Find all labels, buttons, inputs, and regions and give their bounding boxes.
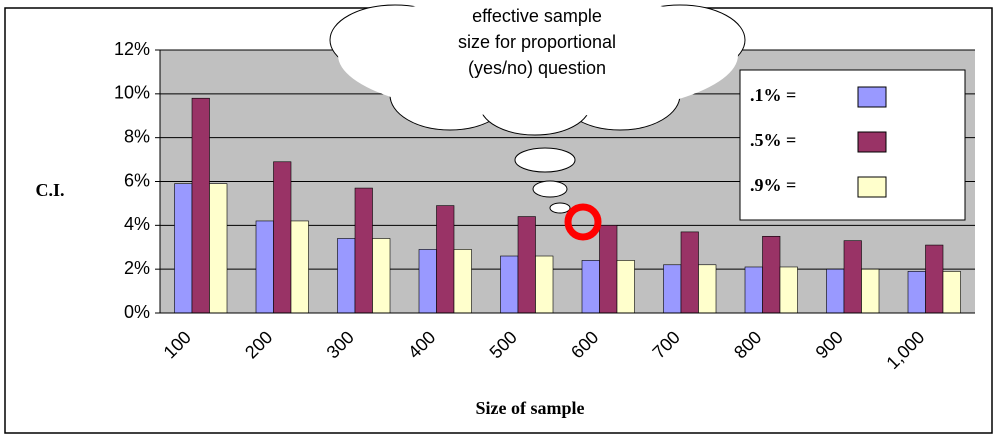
bar (745, 267, 763, 313)
chart: C.I. Size of sample effective samplesize… (0, 0, 998, 439)
y-axis-label: C.I. (35, 180, 64, 200)
bar (681, 232, 699, 313)
bar (827, 269, 845, 313)
bar (291, 221, 309, 313)
bar (943, 271, 961, 313)
x-axis-label: Size of sample (476, 398, 585, 418)
legend-swatch (858, 177, 886, 197)
y-tick-label: 6% (124, 170, 150, 190)
y-tick-label: 10% (114, 83, 150, 103)
bar (664, 265, 682, 313)
bar (274, 162, 292, 313)
y-tick-label: 2% (124, 258, 150, 278)
bar (699, 265, 717, 313)
bar (582, 260, 600, 313)
y-tick-label: 12% (114, 39, 150, 59)
bar (600, 225, 618, 313)
legend-label: .9% = (750, 175, 796, 195)
y-tick-label: 8% (124, 126, 150, 146)
bar (536, 256, 554, 313)
y-tick-label: 0% (124, 302, 150, 322)
legend-swatch (858, 87, 886, 107)
bar (844, 241, 862, 313)
bar (908, 271, 926, 313)
bar (175, 184, 193, 313)
bar (210, 184, 228, 313)
bar (373, 238, 391, 313)
bar (780, 267, 798, 313)
page: C.I. Size of sample effective samplesize… (0, 0, 998, 439)
bar (763, 236, 781, 313)
bar (437, 206, 455, 313)
y-tick-label: 4% (124, 214, 150, 234)
bar (926, 245, 944, 313)
legend-label: .5% = (750, 130, 796, 150)
bar (454, 249, 472, 313)
bar (501, 256, 519, 313)
bar (355, 188, 373, 313)
bar (419, 249, 437, 313)
bar (617, 260, 635, 313)
bar (192, 98, 210, 313)
legend-swatch (858, 132, 886, 152)
legend-label: .1% = (750, 85, 796, 105)
bar (518, 217, 536, 313)
bar (256, 221, 274, 313)
bar (338, 238, 356, 313)
bar (862, 269, 880, 313)
